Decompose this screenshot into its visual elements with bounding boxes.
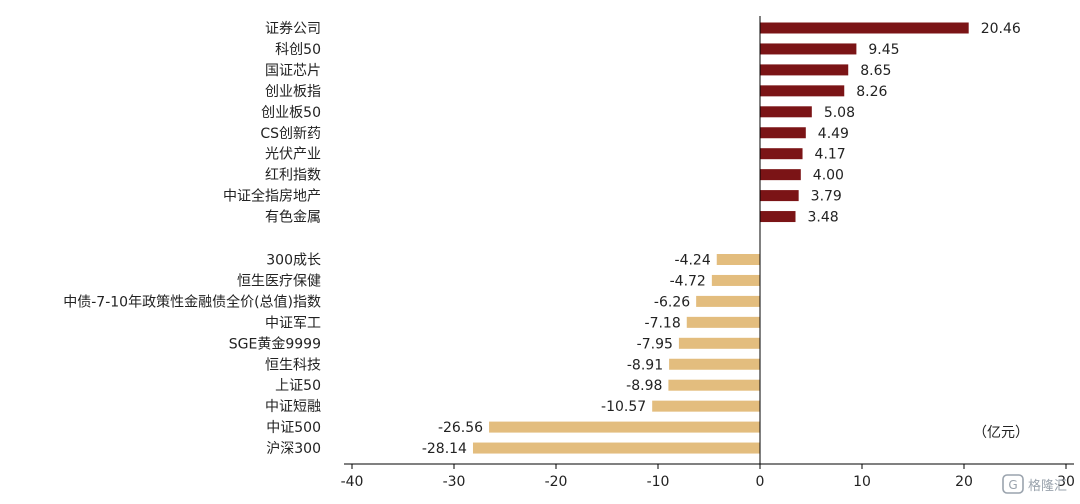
category-label: 沪深300 <box>266 441 321 457</box>
bar <box>760 43 857 55</box>
bar <box>760 64 849 76</box>
value-label: -8.91 <box>627 357 663 373</box>
value-label: 3.48 <box>807 210 838 226</box>
bar <box>696 295 760 307</box>
category-label: 中债-7-10年政策性金融债全价(总值)指数 <box>63 293 321 310</box>
watermark-logo-icon: G <box>1002 474 1024 494</box>
unit-label: （亿元） <box>973 425 1029 441</box>
bar <box>760 148 803 160</box>
x-tick-label: -30 <box>443 474 466 490</box>
bar <box>472 442 760 454</box>
category-label: 中证500 <box>266 420 321 436</box>
category-label: 上证50 <box>275 378 321 394</box>
value-label: 9.45 <box>868 42 899 58</box>
value-label: 8.26 <box>856 84 887 100</box>
value-label: -28.14 <box>422 441 467 457</box>
bar <box>489 421 760 433</box>
category-label: 中证全指房地产 <box>223 188 321 205</box>
bar <box>652 400 760 412</box>
value-labels-group: 20.46 9.45 8.65 8.265.08 4.49 4.17 4.00 3.79 3.4… <box>422 21 1021 457</box>
value-label: 5.08 <box>824 105 855 121</box>
bar <box>760 169 801 181</box>
bars-group <box>472 22 969 454</box>
x-tick-label: 20 <box>955 474 973 490</box>
x-tick-label: 30 <box>1057 474 1075 490</box>
category-label: 恒生医疗保健 <box>237 273 321 289</box>
value-label: 4.00 <box>813 168 844 184</box>
x-tick-label: -20 <box>545 474 568 490</box>
bar <box>678 337 760 349</box>
value-label: -6.26 <box>654 294 690 310</box>
bar <box>668 379 760 391</box>
value-label: 8.65 <box>860 63 891 79</box>
category-label: 科创50 <box>275 42 321 58</box>
bar <box>760 127 806 139</box>
category-label: 光伏产业 <box>265 147 321 163</box>
x-tick-label: -10 <box>647 474 670 490</box>
x-tick-label: 10 <box>853 474 871 490</box>
bar <box>760 211 796 223</box>
bar <box>760 106 812 118</box>
value-label: 3.79 <box>811 189 842 205</box>
bar <box>716 254 760 265</box>
category-label: CS创新药 <box>260 126 321 142</box>
value-label: -7.18 <box>645 315 681 331</box>
value-label: 20.46 <box>981 21 1021 37</box>
category-label: 证券公司 <box>265 21 321 37</box>
category-label: 有色金属 <box>265 209 321 226</box>
svg-text:G: G <box>1008 478 1017 492</box>
value-label: -10.57 <box>601 399 646 415</box>
category-label: 300成长 <box>266 253 321 269</box>
category-label: SGE黄金9999 <box>229 335 321 352</box>
bar <box>760 85 845 97</box>
value-label: -4.72 <box>670 273 706 289</box>
x-tick-label: 0 <box>756 474 765 490</box>
watermark: G 格隆汇 <box>1002 474 1067 494</box>
x-tick-label: -40 <box>341 474 364 490</box>
bar <box>686 316 760 328</box>
category-label: 恒生科技 <box>265 357 321 373</box>
value-label: -4.24 <box>675 253 711 269</box>
category-label: 中证军工 <box>265 315 321 331</box>
value-label: -8.98 <box>626 378 662 394</box>
category-label: 红利指数 <box>265 168 321 184</box>
value-label: 4.49 <box>818 126 849 142</box>
category-label: 创业板指 <box>265 84 321 100</box>
value-label: 4.17 <box>815 147 846 163</box>
bar <box>760 22 969 34</box>
x-axis: -40 -30 -20 -10 0 10 20 30 <box>341 16 1075 490</box>
watermark-text: 格隆汇 <box>1028 478 1067 494</box>
value-label: -7.95 <box>637 336 673 352</box>
category-label: 创业板50 <box>261 105 321 121</box>
category-label: 国证芯片 <box>265 63 321 79</box>
bar <box>711 274 760 286</box>
bar <box>669 358 760 370</box>
category-label: 中证短融 <box>265 399 321 415</box>
bar <box>760 190 799 202</box>
value-label: -26.56 <box>438 420 483 436</box>
